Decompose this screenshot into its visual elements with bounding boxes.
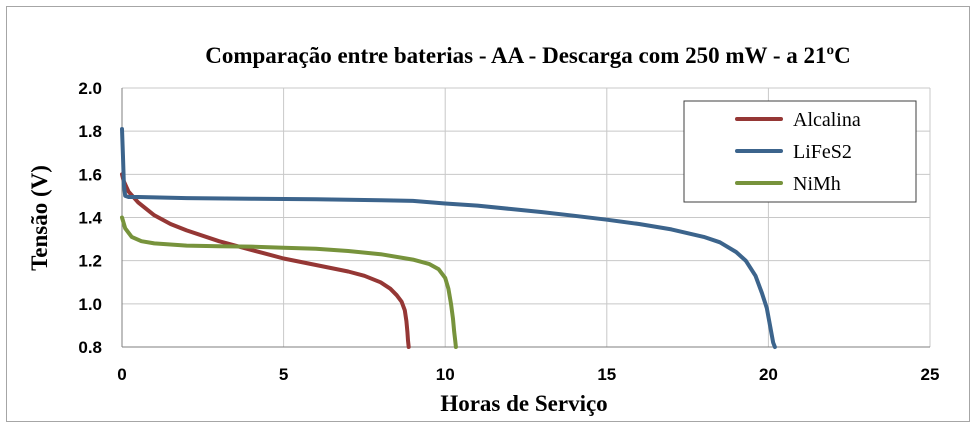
chart-frame — [6, 6, 970, 422]
y-tick-label: 1.0 — [78, 295, 102, 314]
y-tick-label: 0.8 — [78, 338, 102, 357]
x-tick-label: 0 — [117, 365, 126, 384]
tick-labels: 0.8 1.0 1.2 1.4 1.6 1.8 2.0 0 5 10 15 20 25 — [78, 79, 939, 384]
x-tick-label: 25 — [921, 365, 940, 384]
legend-box — [683, 100, 917, 203]
series-lines — [120, 127, 777, 349]
legend-label-alcalina: Alcalina — [793, 109, 861, 131]
x-tick-label: 10 — [436, 365, 455, 384]
legend: Alcalina LiFeS2 NiMh — [683, 100, 917, 203]
legend-label-nimh: NiMh — [793, 173, 841, 195]
x-tick-label: 20 — [759, 365, 778, 384]
y-tick-label: 1.2 — [78, 252, 102, 271]
y-tick-label: 1.4 — [78, 209, 102, 228]
chart-title: Comparação entre baterias - AA - Descarg… — [205, 43, 851, 68]
x-axis-title: Horas de Serviço — [440, 391, 607, 416]
x-tick-label: 15 — [597, 365, 616, 384]
series-line-nimh — [120, 215, 458, 349]
y-axis-title: Tensão (V) — [27, 165, 52, 271]
y-tick-label: 1.6 — [78, 165, 102, 184]
y-tick-label: 2.0 — [78, 79, 102, 98]
y-tick-label: 1.8 — [78, 122, 102, 141]
series-line-alcalina — [120, 172, 411, 349]
legend-label-lifes2: LiFeS2 — [793, 141, 852, 163]
x-tick-label: 5 — [279, 365, 288, 384]
series-line-lifes2 — [120, 127, 777, 349]
